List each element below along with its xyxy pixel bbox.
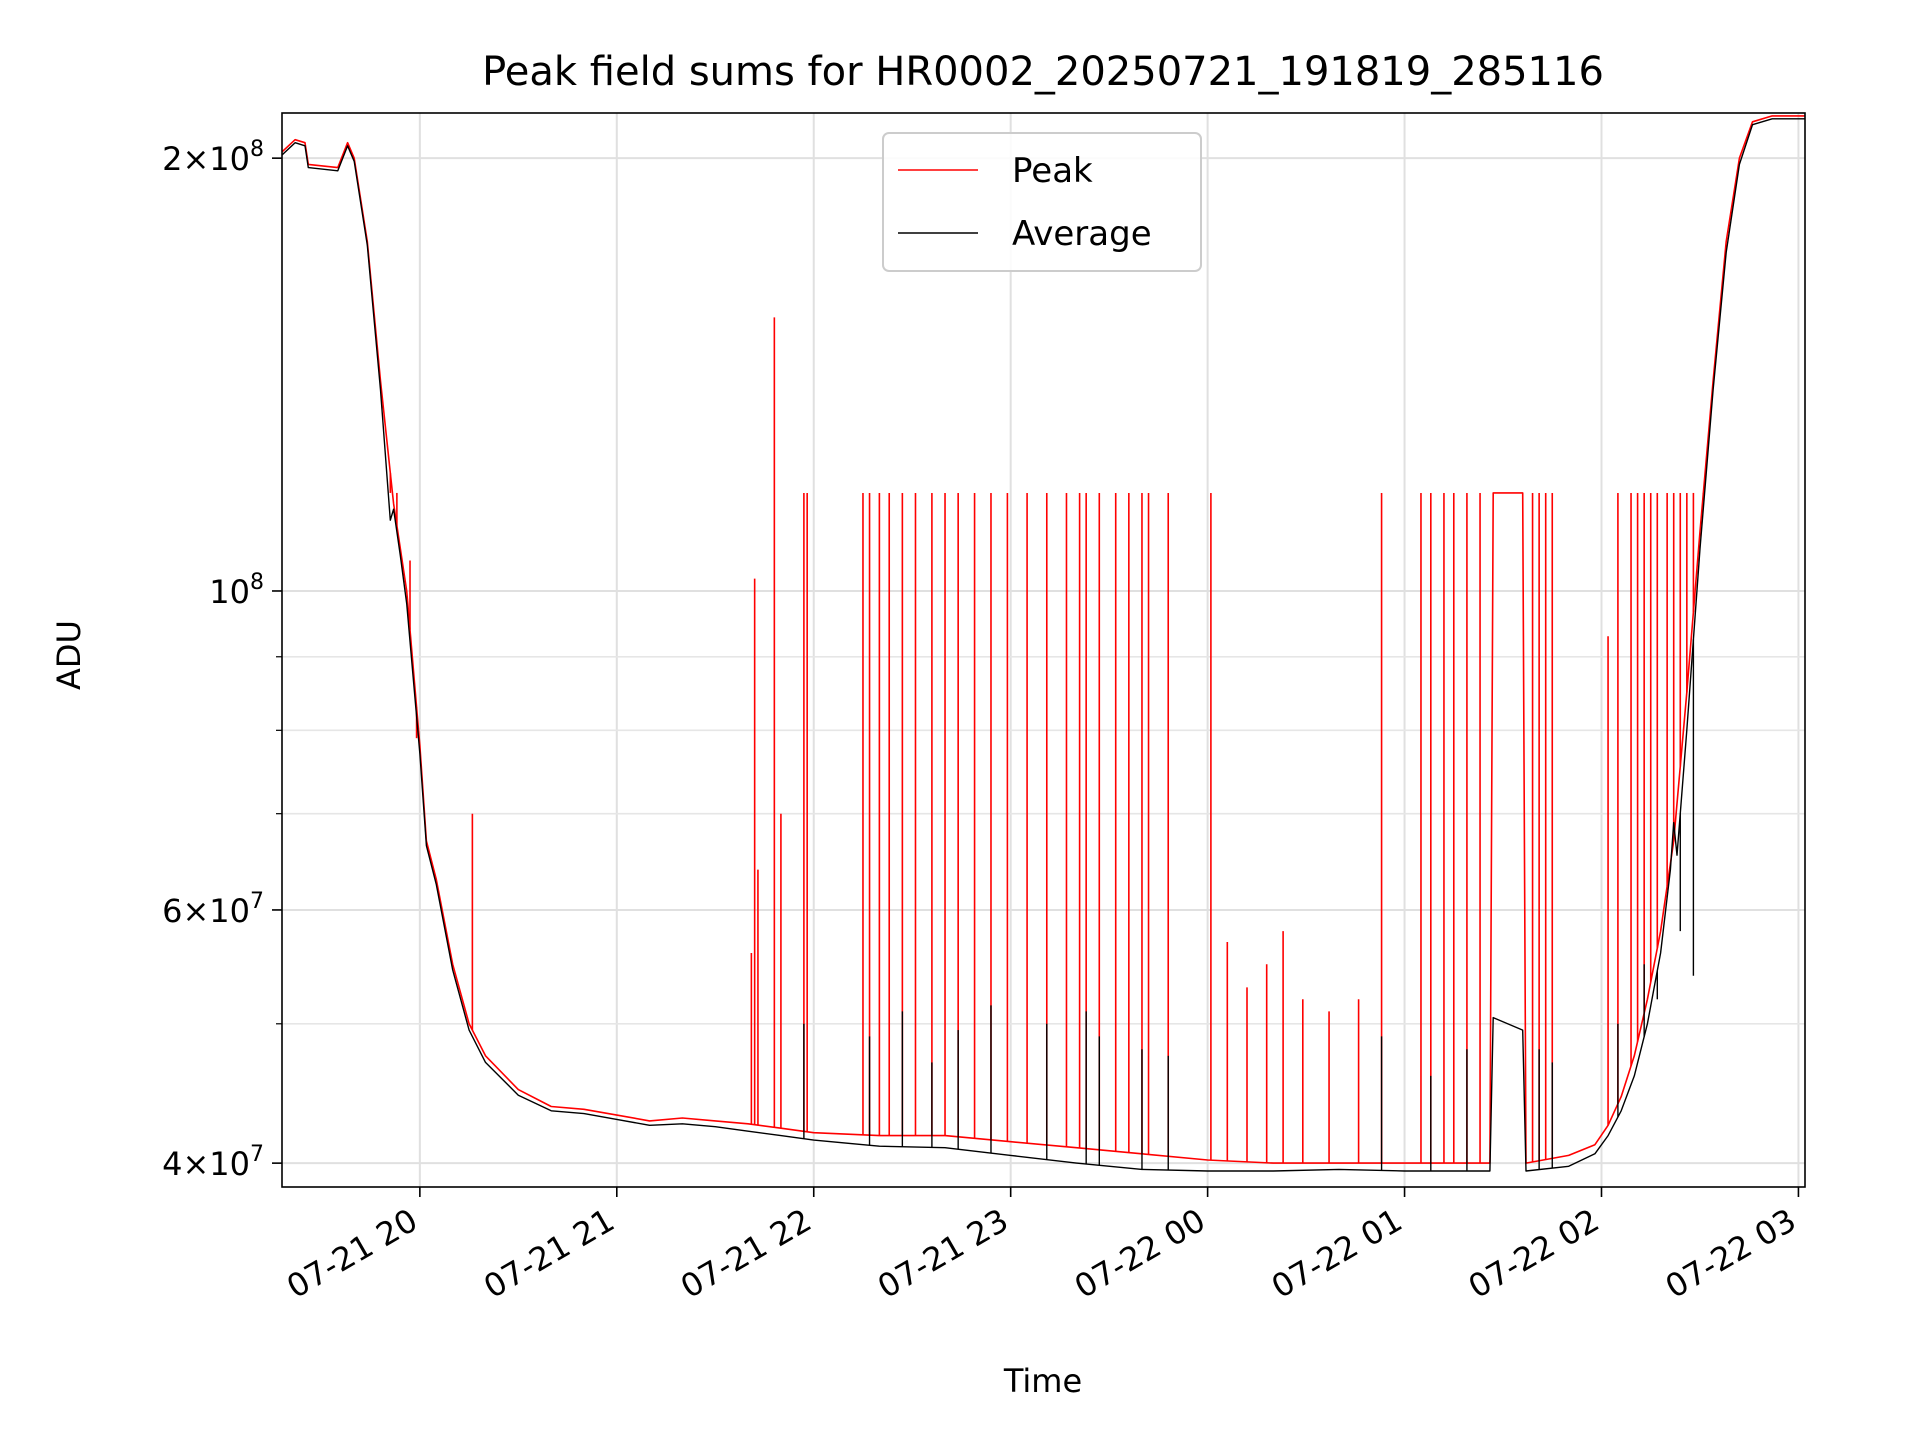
plot-area [282,115,1805,1172]
legend-label-peak: Peak [1012,151,1093,191]
line-average [282,118,1805,1172]
line-peak [282,115,1805,1164]
y-tick-label: 108 [209,570,264,611]
series-average [282,118,1805,1172]
series-layer [282,115,1805,1172]
axes-frame [281,112,1806,1188]
legend-label-average: Average [1012,214,1152,254]
y-axis-label: ADU [50,620,88,690]
y-tick-label: 4×107 [162,1142,264,1183]
y-tick-label: 2×108 [162,137,264,178]
y-tick-label: 6×107 [162,889,264,930]
y-axis-ticks: 4×107 6×107 108 2×108 [162,137,282,1183]
legend: Peak Average [882,132,1202,272]
grid [282,113,1805,1187]
chart-title: Peak field sums for HR0002_20250721_1918… [482,49,1604,95]
x-axis-label: Time [1003,1362,1082,1400]
legend-box [882,132,1202,272]
